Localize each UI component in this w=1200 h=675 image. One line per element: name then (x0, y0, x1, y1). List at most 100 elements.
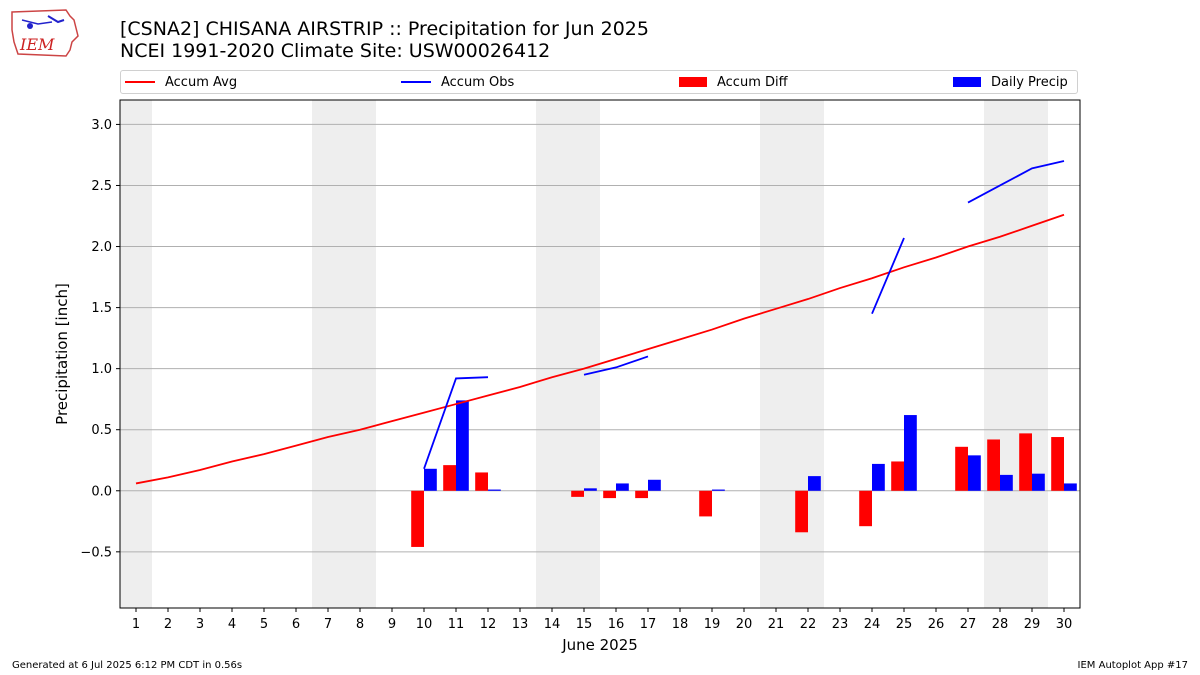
legend-item-accum-avg: Accum Avg (125, 74, 237, 90)
y-tick-label: 2.5 (91, 179, 112, 194)
daily-precip-bar (1032, 473, 1045, 491)
x-tick-label: 21 (768, 617, 785, 632)
accum-diff-bar (411, 490, 424, 547)
accum-diff-bar (795, 490, 808, 533)
x-tick-label: 2 (164, 617, 172, 632)
x-tick-label: 7 (324, 617, 332, 632)
y-tick-label: 0.5 (91, 423, 112, 438)
daily-precip-bar (584, 488, 597, 491)
weekend-band (536, 100, 568, 608)
x-tick-label: 15 (576, 617, 593, 632)
daily-precip-bar (872, 463, 885, 491)
x-tick-label: 9 (388, 617, 396, 632)
y-tick-label: 0.0 (91, 484, 112, 499)
x-tick-label: 22 (800, 617, 817, 632)
x-tick-label: 12 (480, 617, 497, 632)
weekend-band (344, 100, 376, 608)
x-tick-label: 11 (448, 617, 465, 632)
x-tick-label: 25 (896, 617, 913, 632)
accum-diff-bar (891, 461, 904, 491)
accum-diff-bar (635, 490, 648, 499)
weekend-band (312, 100, 344, 608)
accum-obs-line (583, 355, 649, 376)
legend-label-accum-diff: Accum Diff (717, 74, 788, 90)
x-tick-label: 27 (960, 617, 977, 632)
accum-diff-bar (1051, 437, 1064, 491)
iem-logo: IEM (8, 6, 80, 60)
x-tick-label: 29 (1024, 617, 1041, 632)
y-tick-label: 1.5 (91, 301, 112, 316)
chart-legend: Accum Avg Accum Obs Accum Diff Daily Pre… (120, 70, 1078, 94)
daily-precip-bar (1064, 483, 1077, 491)
daily-precip-bar (968, 455, 981, 491)
x-tick-label: 14 (544, 617, 561, 632)
accum-diff-bar (443, 465, 456, 491)
daily-precip-bar (488, 489, 501, 491)
legend-label-accum-avg: Accum Avg (165, 74, 238, 90)
accum-obs-line (967, 160, 1065, 204)
legend-label-daily-precip: Daily Precip (991, 74, 1068, 90)
x-tick-label: 4 (228, 617, 236, 632)
daily-precip-bar (1000, 474, 1013, 491)
x-tick-label: 24 (864, 617, 881, 632)
iowa-map-icon: IEM (11, 9, 79, 57)
accum-diff-bar (987, 439, 1000, 491)
weekend-band (568, 100, 600, 608)
x-tick-label: 5 (260, 617, 268, 632)
footer-generated: Generated at 6 Jul 2025 6:12 PM CDT in 0… (12, 660, 243, 671)
daily-precip-bar (648, 479, 661, 491)
x-tick-label: 6 (292, 617, 300, 632)
x-tick-label: 19 (704, 617, 721, 632)
x-tick-label: 10 (416, 617, 433, 632)
footer-app-id: IEM Autoplot App #17 (1077, 660, 1188, 671)
x-tick-label: 23 (832, 617, 849, 632)
accum-diff-bar (571, 490, 584, 497)
x-tick-label: 17 (640, 617, 657, 632)
x-tick-label: 26 (928, 617, 945, 632)
accum-diff-bar (1019, 433, 1032, 491)
x-tick-label: 16 (608, 617, 625, 632)
accum-diff-bar (955, 446, 968, 491)
plot-frame (119, 99, 1081, 609)
legend-label-accum-obs: Accum Obs (441, 74, 515, 90)
x-tick-label: 30 (1056, 617, 1073, 632)
x-tick-label: 13 (512, 617, 529, 632)
accum-diff-bar (859, 490, 872, 527)
x-tick-label: 20 (736, 617, 753, 632)
legend-swatch-accum-obs (401, 81, 431, 83)
daily-precip-bar (424, 468, 437, 491)
accum-diff-bar (603, 490, 616, 499)
svg-text:IEM: IEM (19, 35, 55, 54)
legend-swatch-accum-avg (125, 81, 155, 83)
weekend-band (984, 100, 1016, 608)
x-tick-label: 18 (672, 617, 689, 632)
daily-precip-bar (616, 483, 629, 491)
legend-item-accum-diff: Accum Diff (679, 74, 788, 90)
daily-precip-bar (904, 415, 917, 491)
accum-avg-line (135, 213, 1065, 485)
daily-precip-bar (808, 476, 821, 491)
title-line-1: [CSNA2] CHISANA AIRSTRIP :: Precipitatio… (120, 18, 649, 40)
legend-swatch-accum-diff (679, 77, 707, 87)
y-tick-label: 1.0 (91, 362, 112, 377)
y-tick-label: −0.5 (80, 545, 112, 560)
x-axis-label: June 2025 (561, 636, 638, 654)
daily-precip-bar (712, 489, 725, 491)
weekend-band (1016, 100, 1048, 608)
y-axis-label: Precipitation [inch] (53, 283, 71, 425)
y-tick-label: 2.0 (91, 240, 112, 255)
accum-obs-line (871, 237, 905, 315)
x-tick-label: 1 (132, 617, 140, 632)
chart-title: [CSNA2] CHISANA AIRSTRIP :: Precipitatio… (120, 18, 649, 62)
x-tick-label: 3 (196, 617, 204, 632)
daily-precip-bar (456, 400, 469, 491)
accum-obs-line (423, 376, 489, 470)
legend-item-accum-obs: Accum Obs (401, 74, 514, 90)
x-tick-label: 28 (992, 617, 1009, 632)
y-tick-label: 3.0 (91, 118, 112, 133)
weekend-band (760, 100, 792, 608)
accum-diff-bar (475, 472, 488, 491)
weekend-band (120, 100, 152, 608)
x-tick-label: 8 (356, 617, 364, 632)
